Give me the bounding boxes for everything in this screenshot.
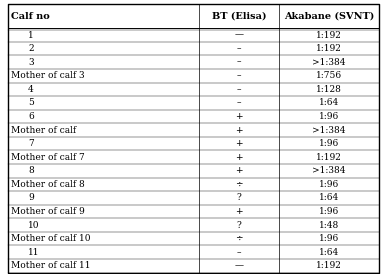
Text: +: + <box>235 125 243 135</box>
Text: 1:64: 1:64 <box>319 98 339 107</box>
Text: —: — <box>234 30 243 39</box>
Text: 1:128: 1:128 <box>316 85 342 94</box>
Text: ÷: ÷ <box>235 234 243 243</box>
Text: Mother of calf 10: Mother of calf 10 <box>11 234 90 243</box>
Text: 1:48: 1:48 <box>319 221 339 230</box>
Text: –: – <box>237 58 241 67</box>
Text: Mother of calf 3: Mother of calf 3 <box>11 71 84 80</box>
Text: 7: 7 <box>28 139 34 148</box>
Text: –: – <box>237 44 241 53</box>
Text: >1:384: >1:384 <box>312 166 346 175</box>
Text: 1:64: 1:64 <box>319 248 339 257</box>
Text: ?: ? <box>237 221 241 230</box>
Text: Mother of calf 8: Mother of calf 8 <box>11 180 84 189</box>
Text: 3: 3 <box>28 58 34 67</box>
Text: Calf no: Calf no <box>11 12 50 21</box>
Text: Mother of calf 7: Mother of calf 7 <box>11 153 84 162</box>
Text: 1:756: 1:756 <box>316 71 342 80</box>
Text: Mother of calf: Mother of calf <box>11 125 76 135</box>
Text: 1:96: 1:96 <box>319 180 339 189</box>
Text: —: — <box>234 261 243 270</box>
Text: 1:96: 1:96 <box>319 112 339 121</box>
Text: ?: ? <box>237 193 241 202</box>
Text: 1:192: 1:192 <box>316 153 342 162</box>
Text: 1:96: 1:96 <box>319 234 339 243</box>
Text: 1:192: 1:192 <box>316 44 342 53</box>
Text: –: – <box>237 248 241 257</box>
Text: +: + <box>235 166 243 175</box>
Text: –: – <box>237 71 241 80</box>
Text: 2: 2 <box>28 44 34 53</box>
Text: 1:192: 1:192 <box>316 261 342 270</box>
Text: +: + <box>235 207 243 216</box>
Text: 1:96: 1:96 <box>319 139 339 148</box>
Text: Mother of calf 9: Mother of calf 9 <box>11 207 84 216</box>
Text: 4: 4 <box>28 85 34 94</box>
Text: 1:64: 1:64 <box>319 193 339 202</box>
Text: 9: 9 <box>28 193 34 202</box>
Text: –: – <box>237 98 241 107</box>
Text: +: + <box>235 139 243 148</box>
Text: BT (Elisa): BT (Elisa) <box>211 12 266 21</box>
Text: 8: 8 <box>28 166 34 175</box>
Text: Mother of calf 11: Mother of calf 11 <box>11 261 90 270</box>
Text: 11: 11 <box>28 248 40 257</box>
Text: 10: 10 <box>28 221 40 230</box>
Text: 6: 6 <box>28 112 34 121</box>
Text: +: + <box>235 112 243 121</box>
Text: >1:384: >1:384 <box>312 58 346 67</box>
Text: 1:96: 1:96 <box>319 207 339 216</box>
Text: ÷: ÷ <box>235 180 243 189</box>
Text: +: + <box>235 153 243 162</box>
Text: Akabane (SVNT): Akabane (SVNT) <box>284 12 374 21</box>
Text: >1:384: >1:384 <box>312 125 346 135</box>
Text: 1:192: 1:192 <box>316 30 342 39</box>
Text: –: – <box>237 85 241 94</box>
Text: 1: 1 <box>28 30 34 39</box>
Text: 5: 5 <box>28 98 34 107</box>
